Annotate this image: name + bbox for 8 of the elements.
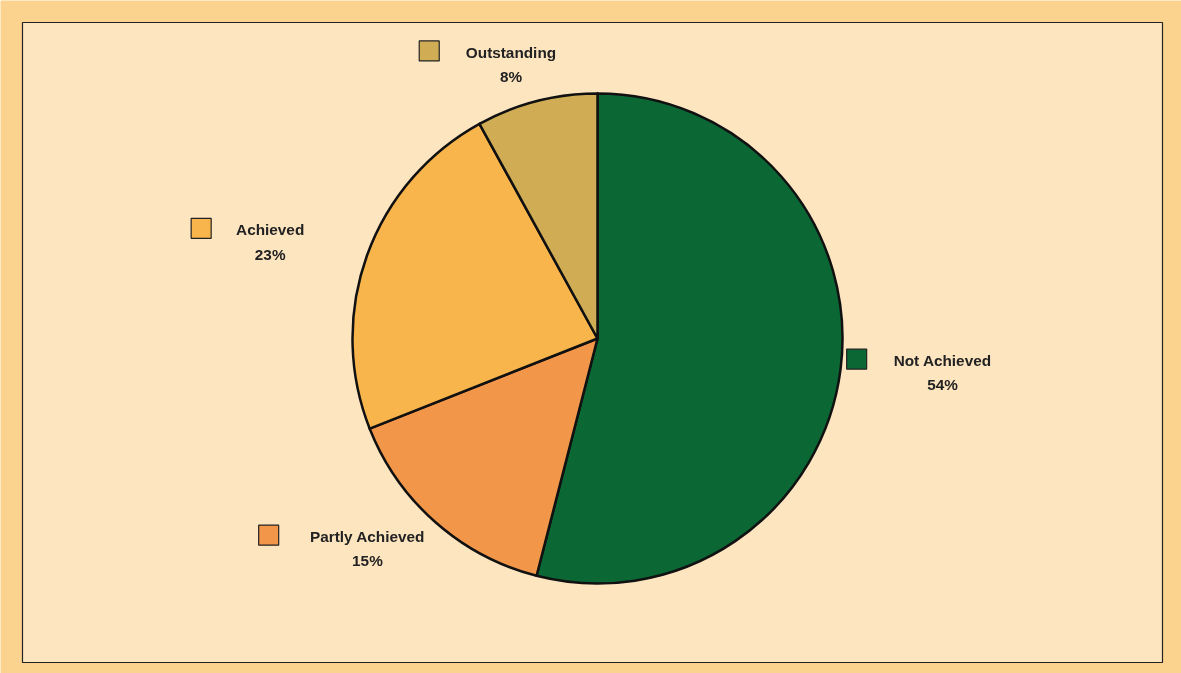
data-label: 15% <box>352 552 384 570</box>
data-label: 8% <box>499 68 523 86</box>
legend-label: Not Achieved <box>893 351 992 369</box>
legend-label: Outstanding <box>465 43 557 61</box>
data-label: 23% <box>254 245 286 263</box>
data-label: 54% <box>927 376 959 394</box>
legend-label: Achieved <box>236 221 305 239</box>
legend-label: Partly Achieved <box>309 527 425 545</box>
